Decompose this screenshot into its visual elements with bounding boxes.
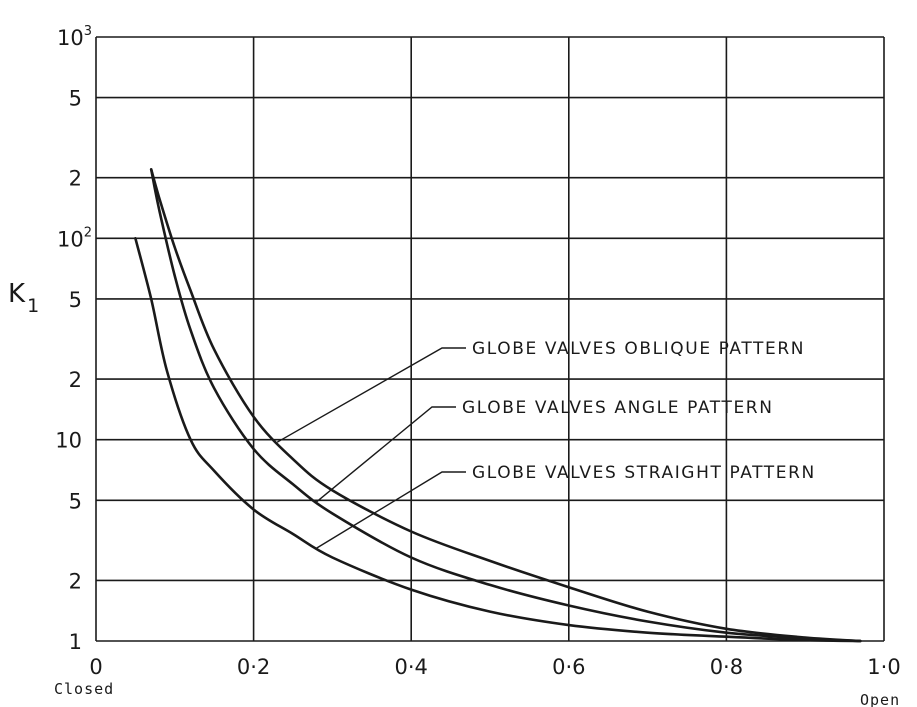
y-tick-label: 102 (57, 225, 92, 251)
y-tick-label: 5 (69, 288, 82, 312)
x-end-label-open: Open (860, 691, 900, 707)
y-tick-label: 1 (69, 630, 82, 654)
x-tick-label: 0 (89, 655, 102, 679)
x-tick-label: 0·4 (394, 655, 427, 679)
x-tick-label: 0·2 (237, 655, 270, 679)
y-tick-exponent: 2 (84, 225, 92, 240)
annotation-leader (316, 471, 466, 549)
annotation-label: GLOBE VALVES STRAIGHT PATTERN (472, 463, 816, 483)
y-tick-label: 2 (69, 167, 82, 191)
series-line-2 (149, 168, 862, 643)
y-tick-label: 5 (69, 489, 82, 513)
x-end-label-closed: Closed (54, 680, 114, 698)
y-tick-label: 5 (69, 87, 82, 111)
annotations: GLOBE VALVES OBLIQUE PATTERN GLOBE VALVES… (462, 339, 816, 483)
x-tick-label: 0·8 (710, 655, 743, 679)
y-tick-base: 10 (57, 26, 84, 50)
y-tick-label: 2 (69, 569, 82, 593)
series-line-3 (134, 237, 862, 643)
x-tick-label: 1·0 (867, 655, 900, 679)
annotation-leader (276, 347, 466, 443)
series-line-1 (149, 168, 862, 643)
y-tick-exponent: 3 (84, 24, 92, 39)
y-tick-label: 2 (69, 368, 82, 392)
x-tick-labels: 0 0·2 0·4 0·6 0·8 1·0 (89, 655, 900, 679)
y-axis-label-sub: 1 (27, 295, 39, 317)
y-tick-label: 10 (55, 429, 82, 453)
y-tick-label: 103 (57, 24, 92, 50)
x-tick-label: 0·6 (552, 655, 585, 679)
y-tick-base: 10 (57, 227, 84, 251)
series-curves (134, 168, 862, 643)
annotation-label: GLOBE VALVES ANGLE PATTERN (462, 398, 774, 418)
annotation-leaders (276, 347, 466, 549)
grid (95, 36, 885, 642)
y-axis-label-main: K (8, 279, 26, 309)
annotation-leader (316, 406, 456, 503)
annotation-label: GLOBE VALVES OBLIQUE PATTERN (472, 339, 805, 359)
